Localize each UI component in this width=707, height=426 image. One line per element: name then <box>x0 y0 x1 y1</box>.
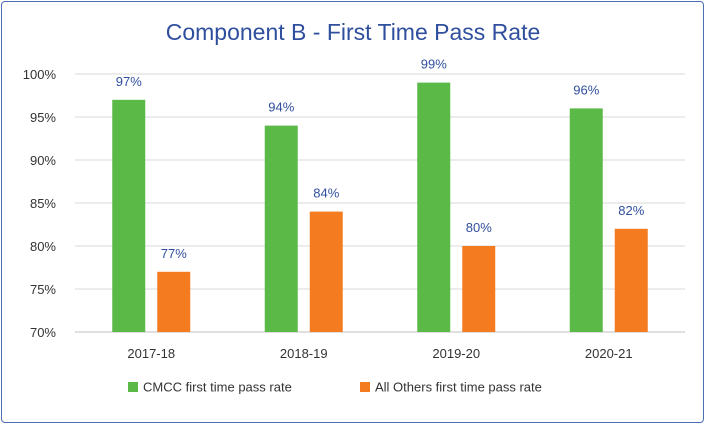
bar-cmcc-2020-21 <box>569 108 603 333</box>
data-label: 97% <box>116 74 142 89</box>
bar-cmcc-2018-19 <box>264 125 298 332</box>
bar-cmcc-2019-20 <box>417 82 451 332</box>
legend-label: All Others first time pass rate <box>375 380 542 395</box>
y-tick-label: 100% <box>23 67 57 82</box>
data-label: 99% <box>421 57 447 72</box>
data-label: 82% <box>618 203 644 218</box>
data-label: 77% <box>161 246 187 261</box>
bar-others-2020-21 <box>614 228 648 332</box>
bar-cmcc-2017-18 <box>112 99 146 332</box>
data-label: 96% <box>573 82 599 97</box>
x-tick-label: 2018-19 <box>280 346 328 361</box>
legend: CMCC first time pass rate All Others firs… <box>128 380 542 395</box>
y-tick-label: 80% <box>30 239 56 254</box>
y-tick-label: 85% <box>30 196 56 211</box>
y-tick-label: 70% <box>30 325 56 340</box>
bar-others-2018-19 <box>309 211 343 332</box>
legend-label: CMCC first time pass rate <box>143 380 292 395</box>
bar-others-2019-20 <box>462 246 496 332</box>
x-tick-label: 2020-21 <box>585 346 633 361</box>
y-tick-label: 90% <box>30 153 56 168</box>
legend-swatch <box>128 382 138 392</box>
y-tick-label: 95% <box>30 110 56 125</box>
x-tick-label: 2019-20 <box>432 346 480 361</box>
data-label: 94% <box>268 100 294 115</box>
x-axis-ticks: 2017-18 2018-19 2019-20 2020-21 <box>127 346 632 361</box>
y-axis-ticks: 100% 95% 90% 85% 80% 75% 70% <box>23 67 57 340</box>
data-label: 84% <box>313 186 339 201</box>
bar-others-2017-18 <box>157 271 191 332</box>
chart-title: Component B - First Time Pass Rate <box>166 19 541 45</box>
y-tick-label: 75% <box>30 282 56 297</box>
data-label: 80% <box>466 220 492 235</box>
legend-swatch <box>360 382 370 392</box>
bars <box>112 82 648 333</box>
x-tick-label: 2017-18 <box>127 346 175 361</box>
data-labels: 97% 77% 94% 84% 99% 80% 96% 82% <box>116 57 645 261</box>
